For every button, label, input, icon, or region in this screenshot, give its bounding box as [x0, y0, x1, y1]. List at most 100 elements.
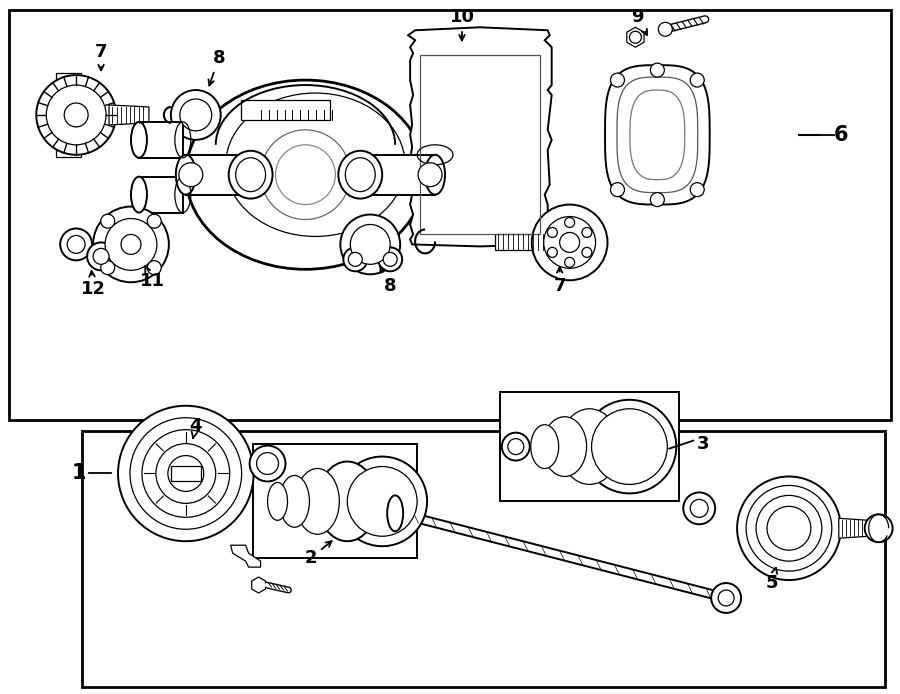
Circle shape — [547, 228, 557, 237]
Circle shape — [711, 583, 741, 613]
Ellipse shape — [425, 155, 445, 194]
Ellipse shape — [229, 151, 273, 198]
Polygon shape — [139, 177, 183, 212]
Polygon shape — [626, 27, 644, 47]
Circle shape — [746, 485, 832, 571]
Circle shape — [338, 457, 428, 546]
Circle shape — [564, 257, 574, 267]
Ellipse shape — [185, 80, 425, 269]
Text: 9: 9 — [631, 8, 647, 35]
Circle shape — [101, 214, 114, 228]
Ellipse shape — [543, 416, 587, 477]
Text: 1: 1 — [72, 464, 86, 484]
Polygon shape — [56, 73, 81, 80]
Circle shape — [87, 242, 115, 270]
Ellipse shape — [338, 151, 382, 198]
Polygon shape — [395, 508, 729, 603]
Circle shape — [659, 22, 672, 36]
Circle shape — [610, 183, 625, 196]
Circle shape — [148, 261, 161, 275]
Circle shape — [651, 63, 664, 77]
Circle shape — [340, 214, 400, 274]
Circle shape — [756, 496, 822, 561]
Circle shape — [582, 247, 592, 257]
Circle shape — [68, 235, 86, 253]
Circle shape — [343, 247, 367, 271]
Ellipse shape — [176, 155, 196, 194]
Circle shape — [591, 409, 667, 484]
Text: 12: 12 — [81, 271, 105, 298]
Circle shape — [629, 31, 642, 43]
Circle shape — [610, 73, 625, 87]
Text: 5: 5 — [766, 568, 778, 592]
Circle shape — [130, 418, 241, 530]
Circle shape — [347, 466, 417, 536]
Circle shape — [532, 205, 608, 280]
Circle shape — [690, 183, 704, 196]
Circle shape — [256, 452, 278, 475]
Polygon shape — [408, 27, 552, 246]
Text: 10: 10 — [449, 8, 474, 40]
Ellipse shape — [531, 425, 559, 468]
Circle shape — [142, 430, 230, 517]
Polygon shape — [56, 150, 81, 157]
Ellipse shape — [280, 475, 310, 527]
Bar — [9, 10, 891, 420]
Polygon shape — [185, 155, 256, 194]
Circle shape — [36, 75, 116, 155]
Circle shape — [350, 224, 391, 264]
Bar — [253, 443, 417, 558]
Ellipse shape — [387, 496, 403, 532]
Circle shape — [348, 253, 363, 266]
Ellipse shape — [131, 177, 147, 212]
Circle shape — [180, 99, 211, 131]
Text: 8: 8 — [209, 49, 225, 85]
Polygon shape — [240, 100, 330, 120]
Circle shape — [560, 232, 580, 253]
Bar — [82, 432, 886, 687]
Polygon shape — [252, 577, 266, 593]
Circle shape — [651, 193, 664, 207]
Circle shape — [582, 228, 592, 237]
Circle shape — [767, 507, 811, 550]
Circle shape — [378, 247, 402, 271]
Text: 7: 7 — [554, 267, 566, 295]
Bar — [500, 392, 680, 501]
Bar — [171, 466, 201, 482]
Ellipse shape — [295, 468, 339, 534]
Circle shape — [101, 261, 114, 275]
Circle shape — [418, 162, 442, 187]
Polygon shape — [605, 65, 710, 205]
Circle shape — [148, 214, 161, 228]
Circle shape — [683, 493, 716, 524]
Circle shape — [544, 217, 596, 269]
Circle shape — [156, 443, 216, 503]
Circle shape — [582, 400, 676, 493]
Text: 3: 3 — [698, 434, 710, 452]
Polygon shape — [230, 545, 261, 567]
Circle shape — [718, 590, 734, 606]
Circle shape — [168, 455, 203, 491]
Circle shape — [105, 219, 157, 270]
Ellipse shape — [267, 482, 287, 520]
Circle shape — [690, 73, 704, 87]
Ellipse shape — [318, 462, 377, 541]
Circle shape — [737, 477, 841, 580]
Circle shape — [508, 439, 524, 455]
Text: 7: 7 — [94, 43, 107, 70]
Ellipse shape — [131, 122, 147, 158]
Text: 11: 11 — [140, 266, 166, 290]
Circle shape — [865, 514, 893, 542]
Text: 2: 2 — [304, 541, 331, 567]
Circle shape — [93, 248, 109, 264]
Circle shape — [46, 85, 106, 145]
Circle shape — [171, 90, 220, 139]
Text: 8: 8 — [381, 266, 397, 295]
Circle shape — [249, 446, 285, 482]
Polygon shape — [109, 105, 148, 125]
Polygon shape — [839, 518, 868, 539]
Polygon shape — [356, 155, 435, 194]
Circle shape — [93, 207, 169, 282]
Circle shape — [121, 235, 141, 255]
Polygon shape — [139, 122, 183, 158]
